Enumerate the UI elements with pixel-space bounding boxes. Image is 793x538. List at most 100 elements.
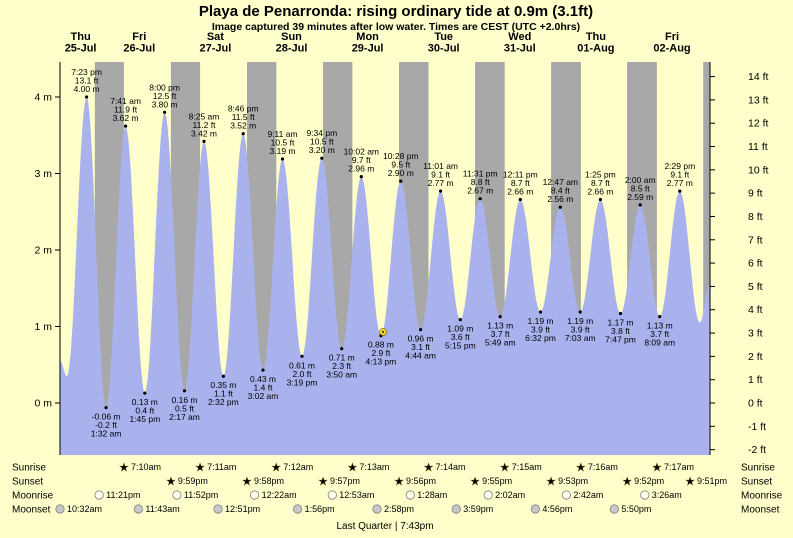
tide-extreme-label: 1.4 ft	[254, 383, 274, 393]
tide-extreme-label: 2:32 pm	[208, 397, 239, 407]
tide-extreme-label: 2.77 m	[667, 178, 693, 188]
day-date-label: 30-Jul	[428, 43, 460, 55]
sunset-time: 9:53pm	[558, 476, 588, 486]
moonset-time: 10:32am	[67, 504, 102, 514]
moonset-time: 12:51pm	[225, 504, 260, 514]
extreme-dot	[618, 311, 623, 316]
tide-extreme-label: 8:46 pm	[228, 104, 259, 114]
moonset-time: 2:58pm	[384, 504, 414, 514]
tide-extreme-label: 2.96 m	[348, 164, 374, 174]
axes: 4 m 3 m 2 m 1 m 0 m 14 ft 13 ft 12 ft 11 ft 10 ft…	[34, 62, 769, 456]
tide-extreme-label: 0.13 m	[132, 397, 158, 407]
tide-extreme-label: 11.2 ft	[193, 120, 217, 130]
day-name-label: Thu	[71, 31, 91, 43]
sunrise-star-icon: ★	[347, 462, 357, 474]
sunset-star-icon: ★	[242, 476, 252, 488]
moonset-time: 4:56pm	[542, 504, 572, 514]
tide-extreme-label: 0.96 m	[408, 334, 434, 344]
tide-extreme-label: 2.77 m	[428, 178, 454, 188]
tide-extreme-label: 0.5 ft	[175, 403, 195, 413]
tide-extreme-label: 0.88 m	[368, 340, 394, 350]
tide-extreme-label: 10:02 am	[344, 147, 379, 157]
moonset-moon-icon	[55, 504, 65, 514]
left-axis-tick-label: 1 m	[34, 321, 52, 333]
moonrise-time: 3:26am	[652, 490, 682, 500]
extreme-dot	[558, 205, 562, 209]
moonrise-time: 2:42am	[573, 490, 603, 500]
tide-extreme-label: 7:23 pm	[71, 67, 102, 77]
sunset-time: 9:59pm	[178, 476, 208, 486]
tide-extreme-label: 12:11 pm	[503, 170, 538, 180]
extreme-dot	[598, 197, 603, 202]
sunrise-star-icon: ★	[119, 462, 129, 474]
tide-extreme-label: 11:01 am	[423, 161, 458, 171]
right-axis-tick-label: -2 ft	[748, 444, 766, 456]
page-title: Playa de Penarronda: rising ordinary tid…	[199, 3, 593, 20]
tide-extreme-label: 0.35 m	[210, 380, 236, 390]
moonrise-moon-icon	[483, 490, 493, 500]
sunset-time: 9:56pm	[406, 476, 436, 486]
moonset-moon-icon	[451, 504, 461, 514]
tide-extreme-label: 1:32 am	[91, 429, 122, 439]
day-date-label: 31-Jul	[504, 43, 536, 55]
tide-extreme-label: 1.17 m	[608, 318, 634, 328]
moonrise-time: 12:22am	[262, 490, 297, 500]
tide-extreme-label: 2.59 m	[627, 192, 653, 202]
day-date-label: 29-Jul	[352, 43, 384, 55]
sunset-row-label-left: Sunset	[12, 477, 43, 488]
tide-extreme-label: 3.7 ft	[491, 329, 511, 339]
extreme-dot	[300, 354, 304, 358]
tide-extreme-label: 1.19 m	[567, 316, 593, 326]
left-axis-tick-label: 4 m	[34, 92, 52, 104]
tide-extreme-label: 3.6 ft	[451, 332, 471, 342]
tide-extreme-label: 3:02 am	[248, 391, 279, 401]
extreme-dot	[124, 124, 128, 128]
tide-extreme-label: 2:29 pm	[664, 161, 695, 171]
moonset-moon-icon	[133, 504, 143, 514]
extreme-dot	[320, 156, 324, 160]
moonrise-moon-icon	[249, 490, 260, 500]
moonrise-moon-icon	[94, 490, 104, 500]
moonrise-time: 1:28am	[417, 490, 447, 500]
extreme-dot	[280, 157, 285, 161]
tide-extreme-label: 9.5 ft	[391, 160, 411, 170]
tide-extreme-label: 2.9 ft	[371, 348, 391, 358]
day-name-label: Sat	[207, 31, 224, 43]
current-tide-marker	[379, 328, 387, 336]
tide-extreme-label: 9.1 ft	[670, 170, 690, 180]
day-name-label: Tue	[434, 31, 453, 43]
sunset-star-icon: ★	[685, 476, 695, 488]
tide-extreme-label: 5:49 am	[485, 338, 516, 348]
sunset-time: 9:58pm	[254, 476, 284, 486]
tide-extreme-label: 2.66 m	[587, 187, 613, 197]
tide-extreme-label: 8.5 ft	[631, 183, 651, 193]
tide-extreme-label: 10:28 pm	[383, 151, 418, 161]
tide-extreme-label: 2.66 m	[507, 187, 533, 197]
tide-extreme-label: 0.61 m	[289, 360, 315, 370]
right-axis-tick-label: 12 ft	[748, 118, 769, 130]
moonrise-time: 11:21pm	[106, 490, 140, 500]
extreme-dot	[658, 315, 662, 319]
tide-extreme-label: 8:09 am	[644, 338, 675, 348]
day-date-label: 25-Jul	[65, 43, 97, 55]
tide-extreme-label: 3.1 ft	[411, 342, 431, 352]
moonset-moon-icon	[530, 504, 540, 514]
tide-extreme-label: 4.00 m	[74, 84, 100, 94]
tide-extreme-label: 11.9 ft	[114, 105, 138, 115]
moonrise-moon-icon	[327, 490, 337, 500]
tide-extreme-label: 8.4 ft	[551, 186, 571, 196]
tide-extreme-label: 11.5 ft	[232, 112, 256, 122]
sunrise-time: 7:16am	[588, 462, 618, 472]
day-date-label: 27-Jul	[200, 43, 232, 55]
page-subtitle: Image captured 39 minutes after low wate…	[212, 21, 580, 33]
moonrise-moon-icon	[405, 490, 415, 500]
tide-extreme-label: 3.62 m	[113, 113, 139, 123]
tide-extreme-label: 2.56 m	[547, 194, 573, 204]
tide-curve	[60, 97, 710, 455]
tide-extreme-label: 3.52 m	[230, 121, 256, 131]
tide-extreme-label: 11:31 pm	[463, 169, 498, 179]
sunset-star-icon: ★	[394, 476, 404, 488]
sunrise-time: 7:14am	[436, 462, 466, 472]
tide-extreme-label: 1:45 pm	[129, 414, 160, 424]
